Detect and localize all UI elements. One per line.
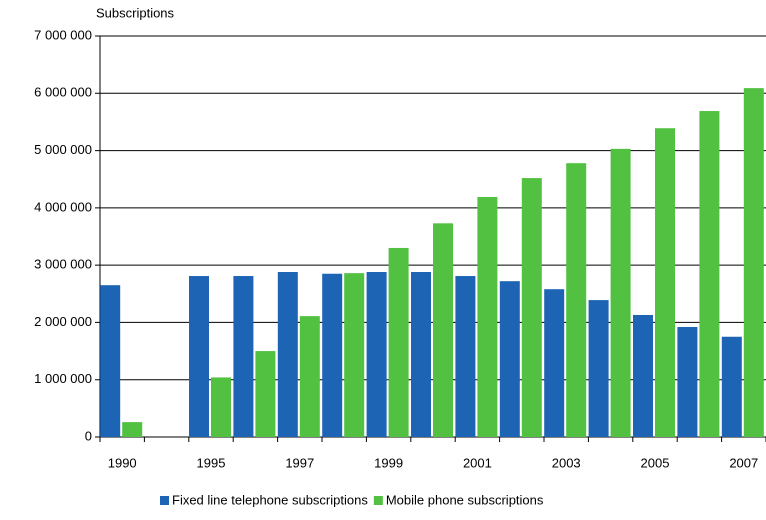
bar [411,272,431,437]
bar [299,316,320,437]
bar [122,422,143,437]
bar [721,336,742,437]
x-tick-label: 2005 [641,455,670,470]
x-tick-label: 1999 [374,455,403,470]
y-tick-label: 1 000 000 [34,371,92,386]
legend-swatch [160,496,169,505]
bar [544,289,565,437]
y-tick-label: 7 000 000 [34,27,92,42]
legend-label: Mobile phone subscriptions [386,492,544,507]
y-tick-label: 6 000 000 [34,85,92,100]
x-tick-label: 1990 [108,455,137,470]
x-tick-label: 2007 [729,455,758,470]
bar [610,148,631,438]
bar [655,128,675,438]
bar [211,377,231,437]
bar [743,88,764,437]
bar [344,273,365,437]
y-tick-label: 0 [85,428,92,443]
bar [521,178,542,437]
bar [233,276,254,437]
bar [499,281,520,437]
bar [477,196,498,437]
bar [588,300,609,437]
bar [433,223,453,437]
bar [677,327,698,437]
x-tick-label: 2003 [552,455,581,470]
bar [322,273,343,437]
bar [366,272,387,437]
x-tick-label: 1997 [285,455,314,470]
bar [189,276,209,437]
bar [566,163,587,437]
bar [633,314,653,437]
bar [388,247,409,437]
x-tick-label: 2001 [463,455,492,470]
y-tick-label: 4 000 000 [34,199,92,214]
legend-swatch [373,496,383,505]
y-tick-label: 2 000 000 [34,314,92,329]
y-tick-label: 3 000 000 [34,257,92,272]
y-tick-label: 5 000 000 [34,142,92,157]
bar [100,285,121,437]
bar [699,111,720,438]
bar [277,272,298,437]
y-axis-label: Subscriptions [96,5,175,20]
bar [455,276,476,437]
bar [255,351,276,437]
legend-label: Fixed line telephone subscriptions [172,492,368,507]
x-tick-label: 1995 [197,455,226,470]
